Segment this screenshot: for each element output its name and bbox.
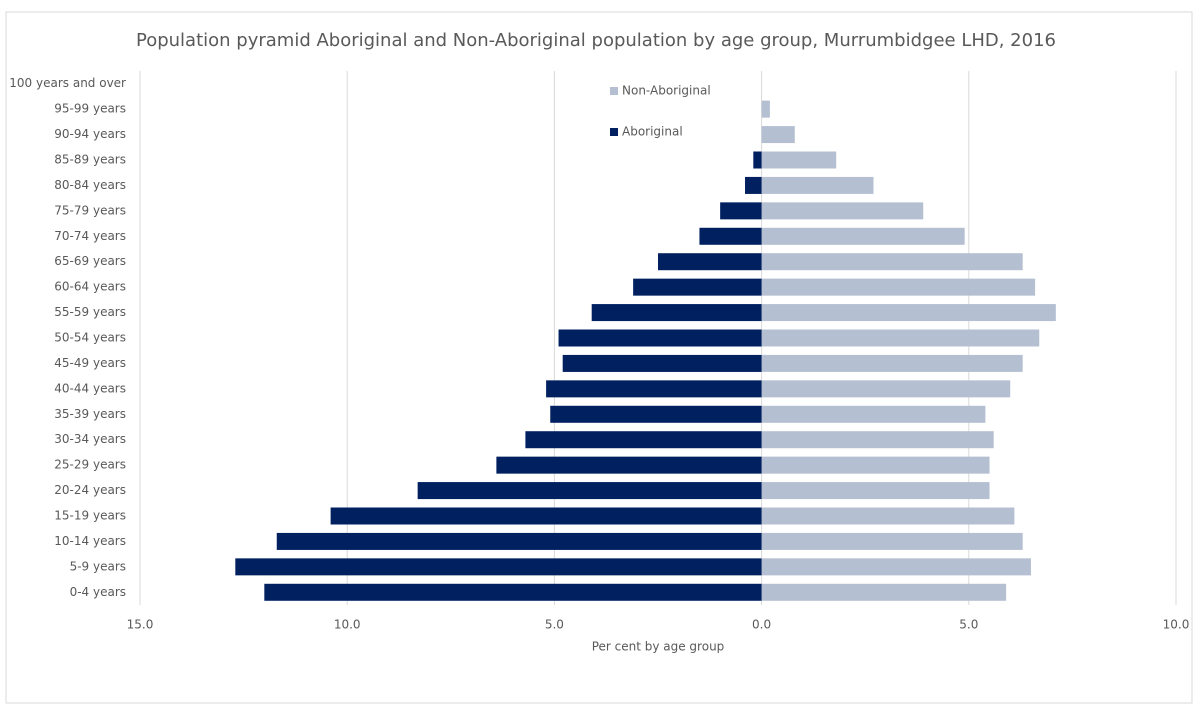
x-tick-label: 5.0 — [545, 618, 564, 632]
bar — [761, 202, 924, 220]
bar — [761, 304, 1056, 322]
bar — [550, 405, 762, 423]
x-tick-label: 15.0 — [127, 618, 154, 632]
legend-label: Non-Aboriginal — [622, 84, 711, 98]
chart-title: Population pyramid Aboriginal and Non-Ab… — [136, 30, 1056, 51]
bar — [761, 329, 1040, 347]
bar — [761, 126, 795, 144]
y-tick-label: 90-94 years — [54, 127, 126, 141]
x-tick-label: 5.0 — [959, 618, 978, 632]
y-tick-label: 40-44 years — [54, 381, 126, 395]
x-tick-label: 10.0 — [1163, 618, 1190, 632]
bar — [330, 507, 762, 525]
y-tick-label: 0-4 years — [70, 585, 126, 599]
bar — [658, 253, 762, 271]
y-tick-label: 65-69 years — [54, 254, 126, 268]
bar — [761, 405, 986, 423]
bar — [745, 176, 762, 194]
bar — [761, 507, 1015, 525]
bar — [562, 354, 762, 372]
bar — [633, 278, 762, 296]
bar — [276, 532, 762, 550]
bar — [761, 482, 990, 500]
y-tick-label: 50-54 years — [54, 331, 126, 345]
bar — [761, 558, 1031, 576]
bar — [761, 354, 1023, 372]
y-tick-label: 55-59 years — [54, 305, 126, 319]
y-tick-label: 75-79 years — [54, 203, 126, 217]
bar — [761, 253, 1023, 271]
bar — [546, 380, 762, 398]
y-tick-label: 100 years and over — [9, 76, 126, 90]
x-tick-label: 10.0 — [334, 618, 361, 632]
y-tick-label: 5-9 years — [70, 559, 126, 573]
y-tick-label: 15-19 years — [54, 509, 126, 523]
y-tick-label: 45-49 years — [54, 356, 126, 370]
y-tick-label: 80-84 years — [54, 178, 126, 192]
bar — [761, 380, 1011, 398]
bar — [591, 304, 762, 322]
bar — [761, 431, 994, 449]
bar — [720, 202, 762, 220]
y-tick-label: 30-34 years — [54, 432, 126, 446]
bar — [264, 583, 762, 601]
y-tick-label: 60-64 years — [54, 280, 126, 294]
legend-swatch — [610, 87, 618, 95]
bar — [525, 431, 762, 449]
y-tick-label: 20-24 years — [54, 483, 126, 497]
bar — [753, 151, 762, 169]
bar — [761, 278, 1036, 296]
y-tick-label: 85-89 years — [54, 153, 126, 167]
y-tick-label: 95-99 years — [54, 102, 126, 116]
x-tick-label: 0.0 — [752, 618, 771, 632]
legend-swatch — [610, 128, 618, 136]
y-tick-label: 70-74 years — [54, 229, 126, 243]
bar — [761, 532, 1023, 550]
x-axis-title: Per cent by age group — [592, 640, 725, 654]
bar — [235, 558, 762, 576]
bar — [699, 227, 762, 245]
bar — [761, 227, 965, 245]
bar — [761, 176, 874, 194]
y-tick-label: 10-14 years — [54, 534, 126, 548]
bar — [496, 456, 762, 474]
y-tick-label: 25-29 years — [54, 458, 126, 472]
legend-label: Aboriginal — [622, 125, 683, 139]
bar — [558, 329, 762, 347]
bar — [761, 456, 990, 474]
bar — [417, 482, 762, 500]
bar — [761, 151, 837, 169]
bar — [761, 100, 770, 118]
bar — [761, 583, 1007, 601]
y-tick-label: 35-39 years — [54, 407, 126, 421]
